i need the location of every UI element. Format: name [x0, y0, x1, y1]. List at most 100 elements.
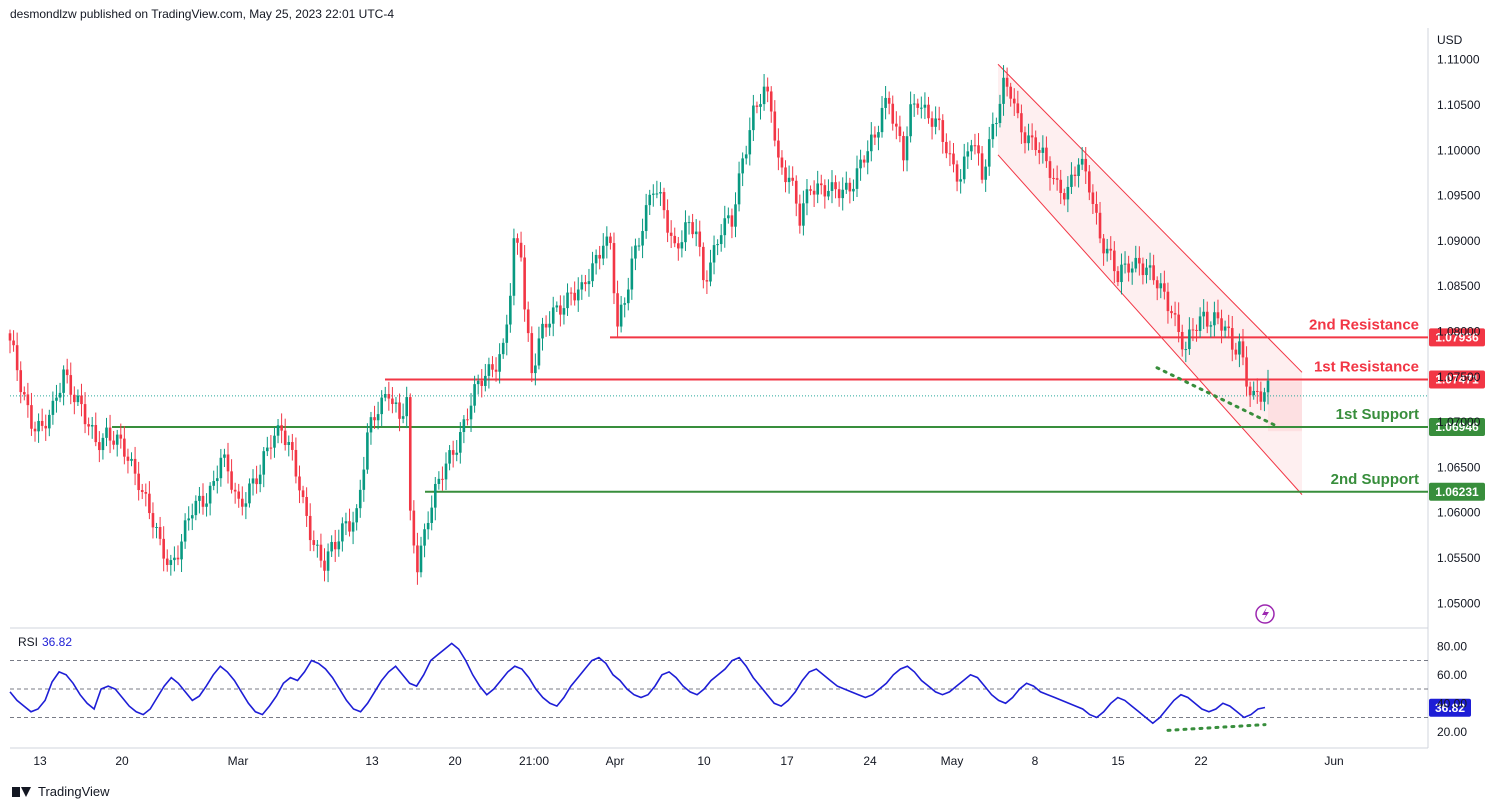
candle-body: [1213, 312, 1216, 326]
candle-body: [1127, 263, 1130, 273]
candle-body: [430, 507, 434, 523]
candle-body: [594, 254, 598, 264]
price-tick-label: 1.05000: [1437, 596, 1481, 610]
candle-body: [773, 111, 777, 141]
candle-body: [230, 471, 233, 490]
candle-body: [201, 495, 205, 507]
candle-body: [358, 489, 362, 509]
alert-icon[interactable]: [1255, 604, 1275, 624]
rsi-tick-label: 20.00: [1437, 725, 1467, 739]
candle-body: [1098, 212, 1102, 239]
candle-body: [962, 156, 966, 180]
candlestick-series: [8, 65, 1270, 585]
candle-body: [984, 166, 987, 180]
candle-body: [1259, 391, 1263, 402]
candle-body: [787, 177, 791, 183]
candle-body: [258, 474, 262, 485]
candle-body: [973, 145, 977, 147]
candle-body: [512, 238, 516, 296]
candle-body: [1227, 326, 1230, 329]
candle-body: [205, 503, 208, 507]
candle-body: [1027, 135, 1030, 144]
candle-body: [83, 404, 87, 425]
candle-body: [1005, 77, 1009, 87]
level-price-text: 1.06946: [1435, 420, 1479, 434]
candle-body: [98, 442, 101, 451]
candle-body: [416, 545, 419, 573]
candle-body: [905, 136, 909, 161]
candle-body: [391, 398, 394, 405]
candle-body: [215, 478, 219, 482]
candle-body: [687, 222, 691, 224]
candle-body: [330, 541, 333, 552]
candle-body: [920, 107, 923, 109]
candle-body: [569, 292, 573, 294]
candle-body: [494, 369, 498, 372]
candle-body: [1034, 137, 1037, 151]
price-tick-label: 1.11000: [1437, 53, 1480, 67]
candle-body: [423, 529, 426, 546]
time-tick-label: 20: [448, 754, 462, 768]
candle-body: [519, 242, 523, 258]
candle-body: [551, 307, 555, 324]
candle-body: [219, 457, 223, 479]
candle-body: [1077, 164, 1080, 177]
candle-body: [741, 158, 744, 174]
candle-body: [351, 522, 355, 532]
candle-body: [980, 153, 984, 180]
time-tick-label: 22: [1194, 754, 1208, 768]
candle-body: [959, 179, 962, 182]
rsi-value-tag: [1429, 698, 1471, 717]
candle-body: [548, 323, 551, 328]
candle-body: [952, 153, 955, 165]
candle-body: [916, 103, 920, 108]
candle-body: [112, 440, 115, 445]
candle-body: [702, 246, 705, 281]
candle-body: [895, 123, 898, 127]
candle-body: [727, 215, 730, 219]
candle-body: [662, 192, 666, 211]
candle-body: [348, 521, 351, 532]
candle-body: [198, 495, 201, 501]
candle-body: [995, 123, 998, 125]
candle-body: [912, 103, 916, 105]
candle-body: [848, 182, 852, 192]
candle-body: [630, 258, 634, 290]
candle-body: [162, 538, 165, 559]
candle-body: [1009, 86, 1012, 99]
candle-body: [408, 397, 412, 511]
candle-body: [8, 333, 12, 341]
candle-body: [333, 541, 337, 550]
candle-body: [1202, 311, 1205, 317]
candle-body: [301, 490, 305, 498]
candle-body: [769, 91, 773, 112]
channel-lower-line: [997, 154, 1303, 495]
price-axis: 1.11000 1.10500 1.10000 1.09500 1.09000 1.085…: [1437, 53, 1481, 739]
candle-body: [459, 432, 462, 453]
candle-body: [276, 425, 280, 436]
candle-body: [880, 107, 884, 133]
candle-body: [26, 394, 30, 406]
candle-body: [909, 104, 912, 137]
candle-body: [723, 218, 727, 236]
candle-body: [1120, 264, 1123, 283]
rsi-tick-label: 60.00: [1437, 668, 1467, 682]
candle-body: [180, 541, 183, 560]
candle-body: [945, 141, 948, 154]
candle-body: [591, 263, 594, 282]
candle-body: [902, 135, 905, 161]
candle-body: [955, 164, 959, 182]
candle-body: [712, 245, 716, 263]
candle-body: [1166, 291, 1170, 312]
candle-body: [862, 159, 866, 163]
candle-body: [605, 236, 609, 246]
time-tick-label: 17: [780, 754, 794, 768]
footer-brand[interactable]: TradingView: [12, 784, 110, 799]
candle-body: [1095, 204, 1098, 213]
candle-body: [844, 182, 848, 190]
candle-body: [337, 541, 341, 550]
candle-body: [666, 210, 669, 233]
candle-body: [680, 242, 684, 249]
candle-body: [448, 450, 451, 464]
